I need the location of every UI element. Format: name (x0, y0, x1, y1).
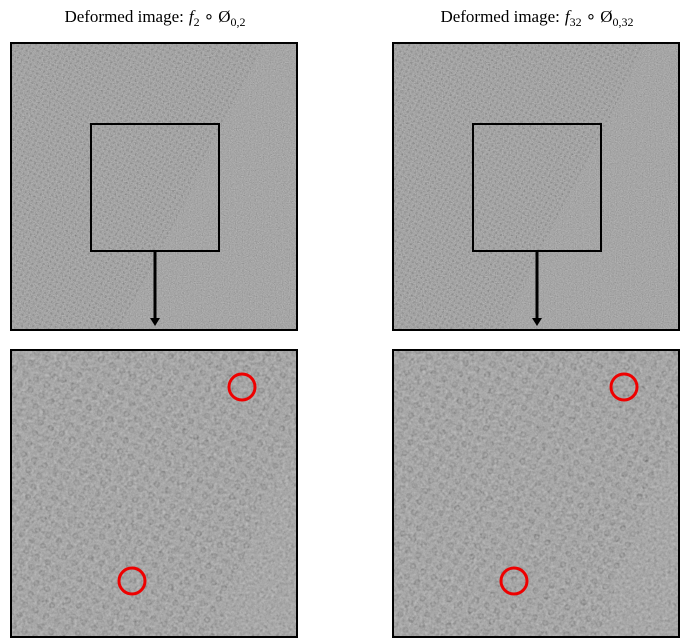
highlight-circle (609, 372, 639, 402)
panel: Deformed image: f32 ∘ Ø0,32 (392, 7, 680, 638)
panel: Deformed image: f2 ∘ Ø0,2 (10, 7, 298, 638)
caption-f-sub: 2 (194, 15, 200, 29)
caption-op: ∘ (204, 7, 215, 26)
caption-phi-sub: 0,32 (613, 15, 634, 29)
image-border (392, 42, 680, 331)
highlight-circle (117, 566, 147, 596)
caption-op: ∘ (586, 7, 597, 26)
image-border (10, 349, 298, 638)
caption-prefix: Deformed image: (64, 7, 183, 26)
caption-phi: Ø (218, 7, 230, 26)
caption-prefix: Deformed image: (440, 7, 559, 26)
image-border (10, 42, 298, 331)
image-border (392, 349, 680, 638)
arrow-head (532, 318, 542, 326)
caption: Deformed image: f32 ∘ Ø0,32 (440, 7, 633, 29)
highlight-circle (499, 566, 529, 596)
caption-phi: Ø (600, 7, 612, 26)
caption-phi-sub: 0,2 (231, 15, 246, 29)
caption-f-sub: 32 (570, 15, 582, 29)
highlight-circle (227, 372, 257, 402)
caption-f: f (189, 7, 196, 26)
caption: Deformed image: f2 ∘ Ø0,2 (64, 7, 245, 29)
caption-f: f (565, 7, 572, 26)
arrow-head (150, 318, 160, 326)
